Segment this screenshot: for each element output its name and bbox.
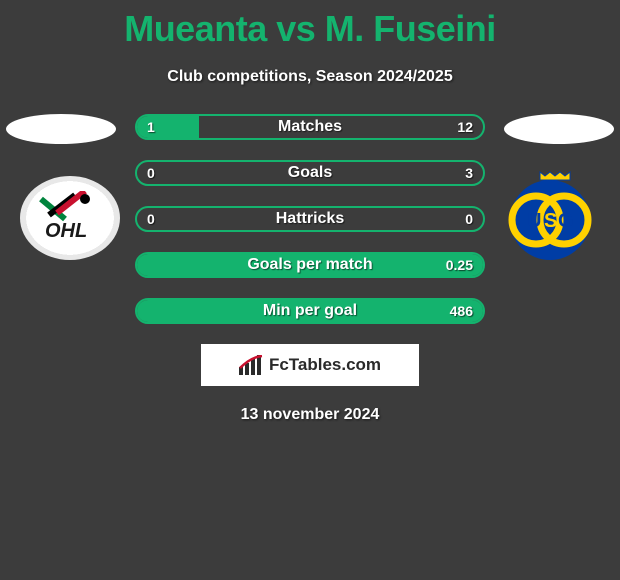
usg-logo-icon: U S G <box>500 168 600 268</box>
stat-value-right: 12 <box>457 116 473 138</box>
brand-text: FcTables.com <box>269 355 381 375</box>
stat-row: 0Hattricks0 <box>135 206 485 232</box>
club-badge-right: U S G <box>500 176 600 260</box>
stat-row: 0Goals3 <box>135 160 485 186</box>
ohl-logo-icon: OHL <box>35 191 105 245</box>
svg-text:S: S <box>544 210 557 232</box>
svg-text:U: U <box>527 210 541 232</box>
stat-label: Goals <box>137 162 483 184</box>
stat-label: Matches <box>137 116 483 138</box>
svg-text:OHL: OHL <box>45 220 87 242</box>
stat-value-right: 0.25 <box>446 254 473 276</box>
player-left-avatar <box>6 114 116 144</box>
brand-badge: FcTables.com <box>201 344 419 386</box>
page-title: Mueanta vs M. Fuseini <box>0 0 620 50</box>
stat-label: Min per goal <box>137 300 483 322</box>
stat-value-right: 0 <box>465 208 473 230</box>
stat-row: 1Matches12 <box>135 114 485 140</box>
stat-label: Goals per match <box>137 254 483 276</box>
stat-label: Hattricks <box>137 208 483 230</box>
subtitle: Club competitions, Season 2024/2025 <box>0 68 620 86</box>
stat-value-right: 486 <box>450 300 473 322</box>
player-right-avatar <box>504 114 614 144</box>
stat-row: Goals per match0.25 <box>135 252 485 278</box>
date-text: 13 november 2024 <box>0 406 620 424</box>
stat-row: Min per goal486 <box>135 298 485 324</box>
stat-bars: 1Matches120Goals30Hattricks0Goals per ma… <box>135 114 485 324</box>
svg-text:G: G <box>558 210 574 232</box>
fctables-logo-icon <box>239 355 265 375</box>
comparison-panel: OHL U S G 1Matches120Goals30Hattricks0Go… <box>0 114 620 324</box>
club-badge-left: OHL <box>20 176 120 260</box>
stat-value-right: 3 <box>465 162 473 184</box>
